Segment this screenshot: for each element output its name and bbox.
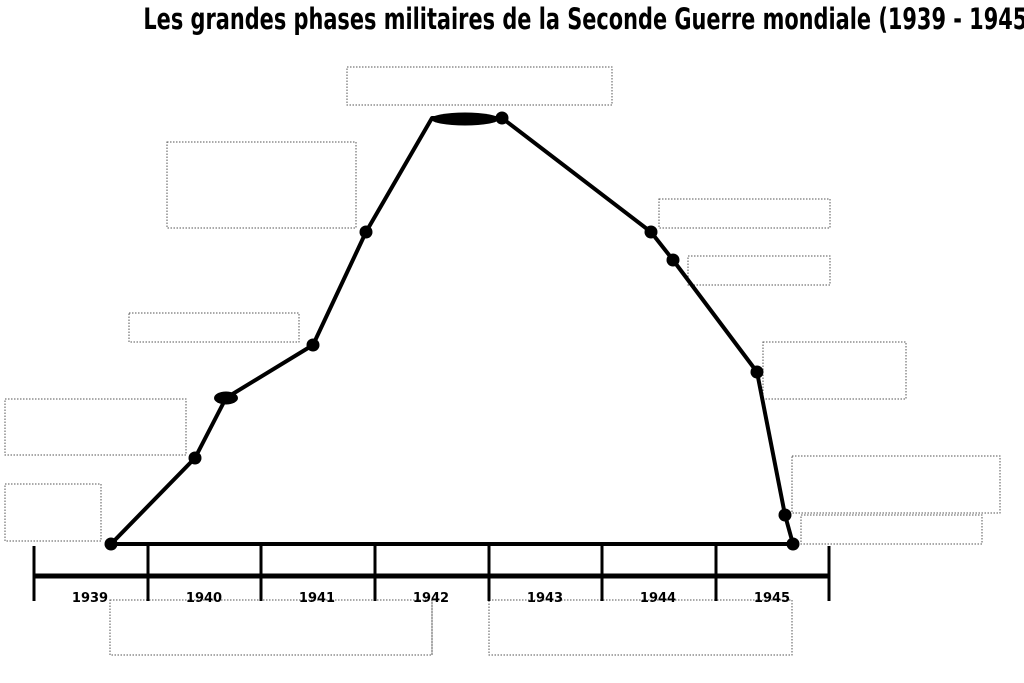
timeline: 1939 1940 1941 1942 1943 1944 1945 (32, 546, 831, 606)
event-marker (750, 365, 764, 379)
year-label-1943: 1943 (527, 591, 563, 606)
phase-curve (109, 116, 795, 546)
year-label-1941: 1941 (299, 591, 335, 606)
event-marker (495, 111, 509, 125)
answer-box-right-3[interactable] (762, 341, 907, 400)
year-label-1944: 1944 (640, 591, 676, 606)
event-markers (104, 111, 800, 551)
page-title: Les grandes phases militaires de la Seco… (143, 2, 1024, 36)
event-marker (104, 537, 118, 551)
year-label-1939: 1939 (72, 591, 108, 606)
answer-box-left-4[interactable] (4, 483, 102, 542)
answer-box-left-1[interactable] (166, 141, 357, 229)
answer-box-bottom-left[interactable] (109, 599, 433, 656)
event-marker (644, 225, 658, 239)
event-marker (778, 508, 792, 522)
answer-box-top[interactable] (346, 66, 613, 106)
answer-boxes (4, 66, 1001, 656)
answer-box-right-2[interactable] (687, 255, 831, 286)
year-label-1945: 1945 (754, 591, 790, 606)
event-marker (666, 253, 680, 267)
answer-box-right-1[interactable] (658, 198, 831, 229)
answer-box-left-2[interactable] (128, 312, 300, 343)
answer-box-bottom-right[interactable] (488, 599, 793, 656)
year-label-1942: 1942 (413, 591, 449, 606)
event-marker (306, 338, 320, 352)
event-marker (359, 225, 373, 239)
year-label-1940: 1940 (186, 591, 222, 606)
answer-box-right-4[interactable] (791, 455, 1001, 514)
answer-box-right-5[interactable] (800, 514, 983, 545)
event-marker-long (431, 112, 499, 126)
event-marker (188, 451, 202, 465)
answer-box-left-3[interactable] (4, 398, 187, 456)
event-marker-long (214, 391, 238, 405)
event-marker (786, 537, 800, 551)
